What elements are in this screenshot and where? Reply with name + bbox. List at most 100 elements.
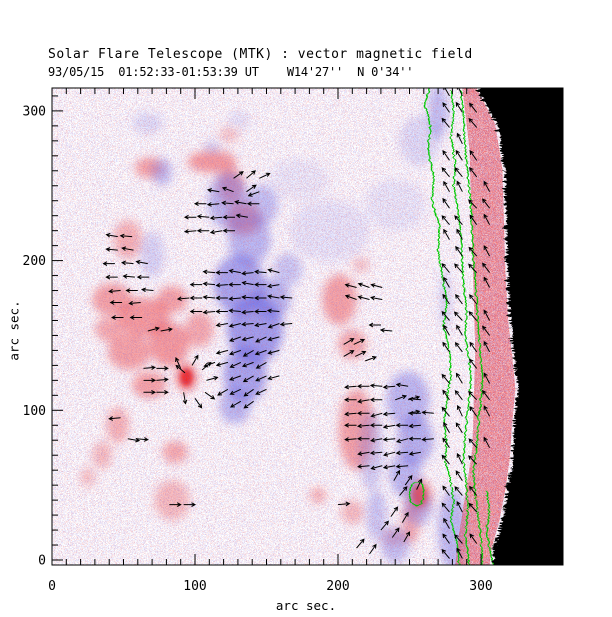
field-vector-arrow: [408, 396, 421, 402]
field-vector-arrow: [102, 261, 115, 266]
field-vector-arrow: [483, 405, 491, 417]
field-vector-arrow: [143, 365, 156, 371]
field-vector-arrow: [468, 310, 478, 321]
field-vector-arrow: [369, 383, 383, 388]
field-vector-arrow: [468, 502, 478, 513]
field-vector-arrow: [246, 201, 260, 207]
field-vector-arrow: [196, 214, 210, 219]
field-vector-arrow: [454, 215, 463, 226]
field-vector-arrow: [357, 295, 370, 300]
field-vector-arrow: [454, 167, 463, 178]
green-contour-ellipse: [407, 480, 424, 506]
field-vector-arrow: [255, 361, 267, 369]
field-vector-arrow: [183, 214, 197, 220]
field-vector-arrow: [196, 228, 210, 233]
field-vector-arrow: [455, 245, 463, 257]
field-vector-arrow: [160, 327, 173, 332]
field-vector-arrow: [455, 470, 463, 481]
field-vector-arrow: [183, 502, 197, 507]
field-vector-arrow: [395, 450, 409, 456]
field-vector-arrow: [169, 502, 182, 507]
field-vector-arrow: [455, 149, 463, 161]
field-vector-arrow: [408, 410, 421, 416]
field-vector-arrow: [357, 451, 370, 456]
vector-arrows: [102, 88, 491, 559]
field-vector-arrow: [229, 388, 242, 395]
field-vector-arrow: [395, 464, 409, 469]
field-vector-arrow: [228, 375, 241, 381]
field-vector-arrow: [441, 117, 450, 128]
field-vector-arrow: [468, 117, 478, 128]
field-vector-arrow: [189, 309, 203, 314]
field-vector-arrow: [382, 411, 396, 417]
field-vector-arrow: [228, 282, 241, 287]
x-tick-label: 0: [48, 579, 56, 594]
field-vector-arrow: [228, 336, 241, 342]
field-vector-arrow: [456, 452, 463, 465]
green-contour-line: [458, 88, 482, 565]
field-vector-arrow: [201, 361, 212, 371]
field-vector-arrow: [141, 287, 154, 293]
field-vector-arrow: [266, 308, 280, 314]
plot-subtitle: 93/05/15 01:52:33-01:53:39 UT W14'27'' N…: [48, 65, 414, 79]
field-vector-arrow: [267, 336, 280, 342]
field-vector-arrow: [441, 502, 450, 513]
field-vector-arrow: [483, 309, 491, 321]
field-vector-arrow: [482, 198, 490, 209]
field-vector-arrow: [399, 486, 408, 496]
field-vector-arrow: [455, 293, 463, 305]
field-vector-arrow: [189, 295, 203, 301]
field-vector-arrow: [456, 404, 463, 417]
field-vector-arrow: [443, 421, 450, 434]
field-vector-arrow: [254, 322, 267, 328]
field-vector-arrow: [456, 132, 463, 145]
field-vector-arrow: [395, 394, 407, 401]
field-vector-arrow: [105, 232, 118, 238]
green-contour-line: [423, 88, 459, 565]
field-vector-arrow: [483, 245, 491, 257]
field-vector-arrow: [456, 180, 463, 192]
field-vector-arrow: [455, 422, 463, 434]
field-vector-arrow: [228, 268, 241, 274]
field-vector-arrow: [194, 398, 203, 409]
plot-frame: [51, 87, 564, 566]
field-vector-arrow: [469, 102, 478, 113]
field-vector-arrow: [456, 228, 463, 240]
field-vector-arrow: [356, 538, 365, 549]
field-vector-arrow: [229, 361, 242, 368]
field-vector-arrow: [369, 422, 383, 428]
field-vector-arrow: [442, 150, 450, 161]
field-vector-arrow: [242, 375, 254, 383]
field-vector-arrow: [156, 377, 169, 383]
field-vector-arrow: [206, 188, 220, 193]
field-vector-arrow: [175, 364, 186, 374]
field-vector-arrow: [357, 282, 370, 288]
field-vector-arrow: [147, 326, 160, 332]
field-vector-arrow: [125, 288, 138, 293]
field-vector-arrow: [483, 180, 491, 192]
field-vector-arrow: [382, 437, 396, 442]
field-vector-arrow: [182, 392, 188, 405]
field-vector-arrow: [259, 172, 271, 179]
field-vector-arrow: [344, 283, 357, 288]
field-vector-arrow: [344, 437, 357, 442]
field-vector-arrow: [370, 412, 383, 418]
field-vector-arrow: [442, 341, 450, 353]
field-vector-arrow: [483, 276, 491, 288]
field-vector-arrow: [357, 464, 370, 469]
field-vector-arrow: [468, 390, 478, 401]
field-vector-arrow: [382, 424, 396, 429]
field-vector-arrow: [391, 527, 400, 538]
y-tick-label: 200: [23, 254, 46, 269]
field-vector-arrow: [206, 376, 219, 381]
field-vector-arrow: [255, 375, 267, 382]
field-vector-arrow: [255, 388, 267, 395]
field-vector-arrow: [454, 534, 463, 544]
field-vector-arrow: [241, 280, 254, 286]
field-vector-arrow: [246, 184, 257, 193]
field-vector-arrow: [365, 355, 377, 362]
field-vector-arrow: [105, 247, 118, 252]
field-vector-arrow: [241, 270, 254, 276]
field-vector-arrow: [483, 213, 491, 225]
field-vector-arrow: [368, 322, 381, 328]
